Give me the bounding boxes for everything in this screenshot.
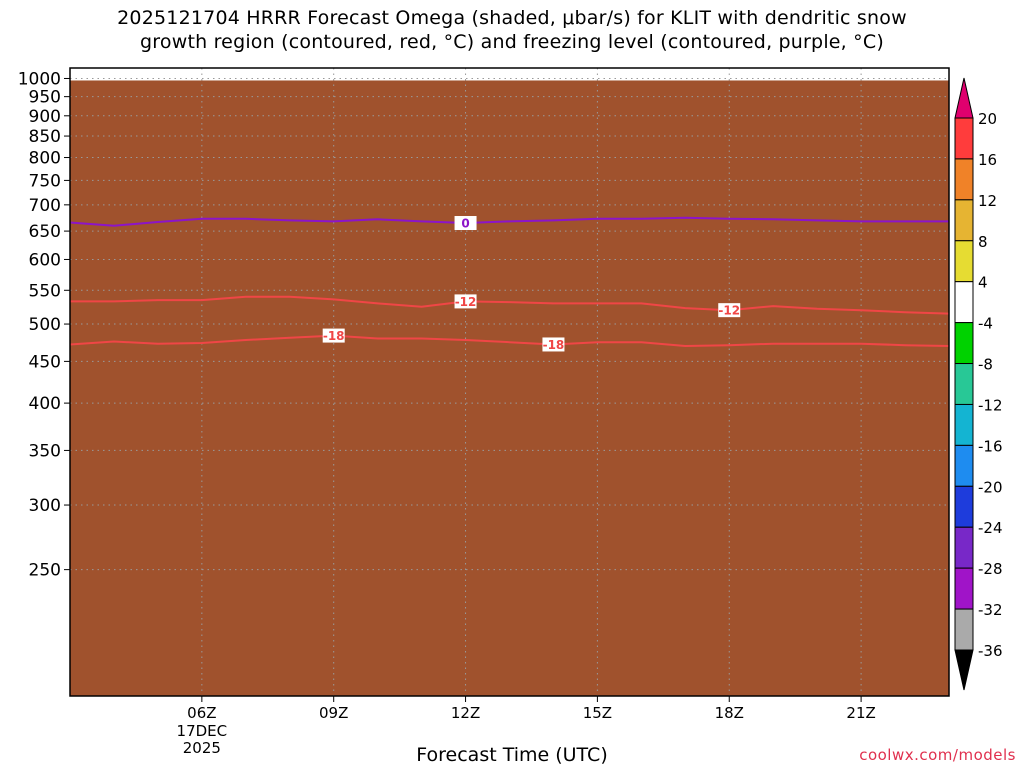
colorbar-bin-11 <box>954 526 974 569</box>
colorbar-label-11: -28 <box>978 560 1003 578</box>
colorbar-label-6: -8 <box>978 356 993 374</box>
y-tick-label-800: 800 <box>29 149 61 169</box>
colorbar: 20 16 12 8 4 -4 -8 -12 -16 -20 -24 -28 -32 -36 <box>954 77 1003 691</box>
contour-label-1-1: -12 <box>718 304 740 318</box>
x-tick-label-18: 18Z <box>715 704 744 722</box>
site-credit[interactable]: coolwx.com/models <box>859 746 1016 764</box>
contour-label-0-0: -18 <box>323 329 345 343</box>
contour-line-0 <box>70 334 949 348</box>
colorbar-bin-9 <box>954 444 974 487</box>
y-tick-label-350: 350 <box>29 441 61 461</box>
y-tick-label-1000: 1000 <box>18 69 61 89</box>
y-axis: 2503003504004505005506006507007508008509… <box>18 69 70 581</box>
chart-title-line-1: 2025121704 HRRR Forecast Omega (shaded, … <box>117 7 907 29</box>
contour-label-0-1: -18 <box>543 338 565 352</box>
y-tick-label-500: 500 <box>29 315 61 335</box>
y-tick-label-700: 700 <box>29 196 61 216</box>
chart-title-line-2: growth region (contoured, red, °C) and f… <box>140 31 884 53</box>
chart-title: 2025121704 HRRR Forecast Omega (shaded, … <box>0 6 1024 54</box>
colorbar-label-2: 12 <box>978 192 997 210</box>
x-tick-label-15: 15Z <box>583 704 612 722</box>
colorbar-bin-10 <box>954 485 974 528</box>
contour-line-2 <box>70 216 949 227</box>
colorbar-bin-6 <box>954 322 974 365</box>
x-tick-sublabel-6-0: 17DEC <box>177 722 228 740</box>
contour-label-bg-1-0 <box>454 294 477 309</box>
x-tick-label-12: 12Z <box>451 704 480 722</box>
colorbar-bin-5 <box>954 281 974 324</box>
y-tick-label-450: 450 <box>29 352 61 372</box>
x-tick-label-6: 06Z <box>187 704 216 722</box>
y-tick-label-250: 250 <box>29 561 61 581</box>
colorbar-label-7: -12 <box>978 396 1003 414</box>
colorbar-top-arrow <box>954 77 974 119</box>
colorbar-label-1: 16 <box>978 151 997 169</box>
y-tick-label-750: 750 <box>29 171 61 191</box>
colorbar-bottom-arrow <box>954 649 974 691</box>
y-tick-label-400: 400 <box>29 394 61 414</box>
colorbar-label-10: -24 <box>978 519 1003 537</box>
x-axis-label: Forecast Time (UTC) <box>416 744 608 766</box>
contour-label-2-0: 0 <box>461 217 469 231</box>
x-tick-label-21: 21Z <box>846 704 875 722</box>
colorbar-bin-13 <box>954 608 974 651</box>
plot-frame <box>69 67 950 697</box>
colorbar-label-4: 4 <box>978 274 988 292</box>
y-tick-label-300: 300 <box>29 496 61 516</box>
y-tick-label-650: 650 <box>29 222 61 242</box>
colorbar-label-3: 8 <box>978 233 988 251</box>
colorbar-label-12: -32 <box>978 601 1003 619</box>
colorbar-bin-1 <box>954 117 974 160</box>
y-tick-label-900: 900 <box>29 107 61 127</box>
colorbar-label-0: 20 <box>978 110 997 128</box>
colorbar-bin-8 <box>954 403 974 446</box>
colorbar-label-13: -36 <box>978 642 1003 660</box>
contour-label-bg-2-0 <box>454 216 477 231</box>
plot-area: -18 -18 -12 -12 0 <box>70 68 949 696</box>
x-tick-sublabel-6-1: 2025 <box>183 739 221 757</box>
contour-label-bg-0-1 <box>542 337 565 352</box>
x-tick-label-9: 09Z <box>319 704 348 722</box>
contour-label-bg-0-0 <box>322 328 345 343</box>
colorbar-bin-12 <box>954 567 974 610</box>
colorbar-label-9: -20 <box>978 478 1003 496</box>
y-tick-label-950: 950 <box>29 88 61 108</box>
y-tick-label-550: 550 <box>29 281 61 301</box>
colorbar-bin-7 <box>954 363 974 405</box>
ground-surface <box>70 80 949 696</box>
colorbar-bin-3 <box>954 199 974 242</box>
y-tick-label-600: 600 <box>29 250 61 270</box>
colorbar-bin-4 <box>954 240 974 283</box>
contour-label-bg-1-1 <box>718 303 741 318</box>
colorbar-label-5: -4 <box>978 315 993 333</box>
colorbar-label-8: -16 <box>978 437 1003 455</box>
contour-label-1-0: -12 <box>455 295 477 309</box>
colorbar-bin-2 <box>954 158 974 201</box>
contour-line-1 <box>70 295 949 315</box>
y-tick-label-850: 850 <box>29 127 61 147</box>
